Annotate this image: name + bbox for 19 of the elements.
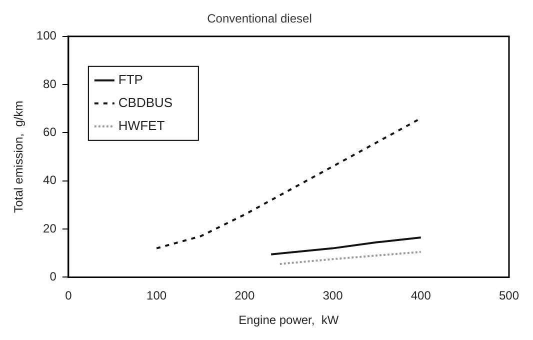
- x-tick-label: 0: [65, 288, 72, 303]
- x-tick-label: 500: [498, 288, 520, 303]
- legend-label: FTP: [118, 72, 143, 87]
- x-tick-label: 300: [322, 288, 344, 303]
- line-series: [278, 250, 422, 265]
- legend-label: CBDBUS: [118, 94, 173, 110]
- x-tick-label: 100: [146, 288, 167, 303]
- y-tick-label: 0: [50, 270, 57, 284]
- x-tick-label: 400: [410, 288, 432, 303]
- y-tick-label: 60: [43, 125, 57, 140]
- x-axis-title: Engine power, kW: [238, 313, 340, 328]
- chart-title: Conventional diesel: [207, 12, 312, 26]
- y-tick-label: 20: [43, 221, 57, 236]
- y-axis-title: Total emission, g/km: [12, 100, 26, 213]
- legend-label: HWFET: [118, 118, 165, 133]
- x-tick-label: 200: [234, 288, 255, 303]
- y-tick-label: 40: [43, 173, 57, 188]
- y-tick-label: 80: [43, 76, 57, 91]
- y-tick-label: 100: [36, 28, 57, 43]
